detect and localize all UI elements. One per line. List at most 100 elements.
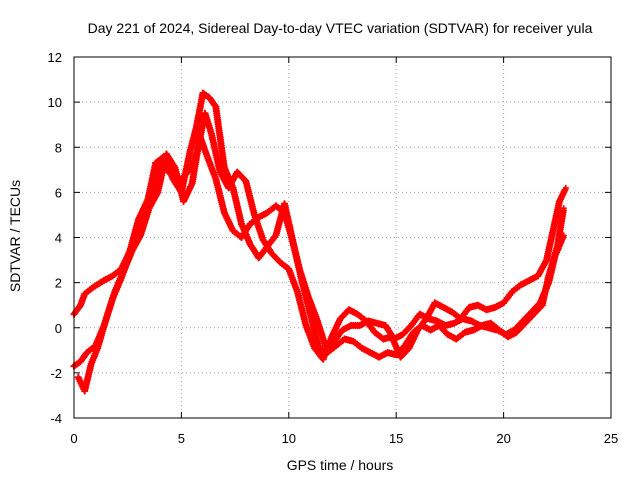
x-tick-label: 10	[282, 431, 296, 446]
y-tick-label: 6	[55, 185, 62, 200]
x-tick-label: 15	[389, 431, 403, 446]
x-tick-label: 20	[496, 431, 510, 446]
y-tick-label: 0	[55, 321, 62, 336]
data-point	[442, 322, 449, 329]
data-point	[81, 387, 88, 394]
data-point	[363, 317, 370, 324]
y-tick-label: 12	[48, 50, 62, 65]
data-point	[408, 322, 415, 329]
data-point	[453, 336, 460, 343]
data-point	[77, 302, 84, 309]
data-point	[550, 227, 557, 234]
series-track-c	[74, 109, 569, 395]
y-tick-label: 4	[55, 231, 62, 246]
data-point	[294, 288, 301, 295]
data-point	[146, 205, 153, 212]
data-point	[492, 304, 499, 311]
data-point	[382, 322, 389, 329]
data-point	[530, 311, 537, 318]
data-point	[440, 304, 447, 311]
data-point	[238, 220, 245, 227]
data-point	[111, 288, 118, 295]
data-point	[77, 358, 84, 365]
y-axis-label: SDTVAR / TECUs	[7, 180, 23, 292]
data-point	[487, 320, 494, 327]
data-point	[356, 322, 363, 329]
data-point	[384, 349, 391, 356]
data-point	[212, 103, 219, 110]
axis-ticks	[73, 56, 612, 419]
data-point	[242, 178, 249, 185]
data-point	[545, 272, 552, 279]
data-point	[128, 248, 135, 255]
data-point	[380, 336, 387, 343]
data-point	[483, 306, 490, 313]
data-point	[281, 200, 288, 207]
data-point	[376, 354, 383, 361]
data-point	[217, 169, 224, 176]
data-point	[354, 311, 361, 318]
data-point	[451, 320, 458, 327]
data-point	[251, 211, 258, 218]
data-point	[120, 268, 127, 275]
data-point	[562, 184, 569, 191]
data-point	[212, 175, 219, 182]
data-point	[193, 123, 200, 130]
data-point	[556, 198, 563, 205]
data-point	[298, 277, 305, 284]
x-axis-label: GPS time / hours	[287, 457, 394, 473]
data-point	[206, 94, 213, 101]
data-point	[350, 338, 357, 345]
data-point	[470, 327, 477, 334]
data-point	[388, 333, 395, 340]
data-point	[186, 148, 193, 155]
data-point	[367, 349, 374, 356]
data-point	[560, 205, 567, 212]
data-point	[554, 243, 561, 250]
data-point	[479, 322, 486, 329]
y-tick-label: 8	[55, 140, 62, 155]
data-point	[247, 241, 254, 248]
data-point	[103, 315, 110, 322]
data-point	[431, 299, 438, 306]
data-point	[371, 329, 378, 336]
data-point	[341, 336, 348, 343]
data-point	[234, 169, 241, 176]
data-point	[81, 290, 88, 297]
data-point	[457, 315, 464, 322]
data-point	[277, 259, 284, 266]
data-point	[373, 320, 380, 327]
data-point	[135, 220, 142, 227]
data-point	[225, 184, 232, 191]
data-point	[290, 239, 297, 246]
data-point	[247, 220, 254, 227]
data-point	[189, 180, 196, 187]
x-tick-label: 5	[178, 431, 185, 446]
data-point	[171, 164, 178, 171]
series-track-a	[70, 134, 567, 350]
data-point	[94, 345, 101, 352]
data-point	[195, 141, 202, 148]
data-point	[526, 277, 533, 284]
data-point	[101, 277, 108, 284]
data-point	[152, 160, 159, 167]
data-point	[339, 327, 346, 334]
data-point	[238, 234, 245, 241]
data-point	[320, 356, 327, 363]
data-point	[504, 333, 511, 340]
data-point	[414, 327, 421, 334]
y-tick-label: -2	[50, 366, 62, 381]
x-tick-label: 0	[70, 431, 77, 446]
data-point	[221, 209, 228, 216]
data-point	[272, 202, 279, 209]
data-point	[90, 284, 97, 291]
data-point	[260, 236, 267, 243]
data-point	[539, 302, 546, 309]
data-point	[137, 232, 144, 239]
data-point	[328, 333, 335, 340]
data-point	[285, 266, 292, 273]
data-point	[268, 250, 275, 257]
data-point	[208, 130, 215, 137]
data-point	[199, 90, 206, 97]
data-point	[496, 327, 503, 334]
